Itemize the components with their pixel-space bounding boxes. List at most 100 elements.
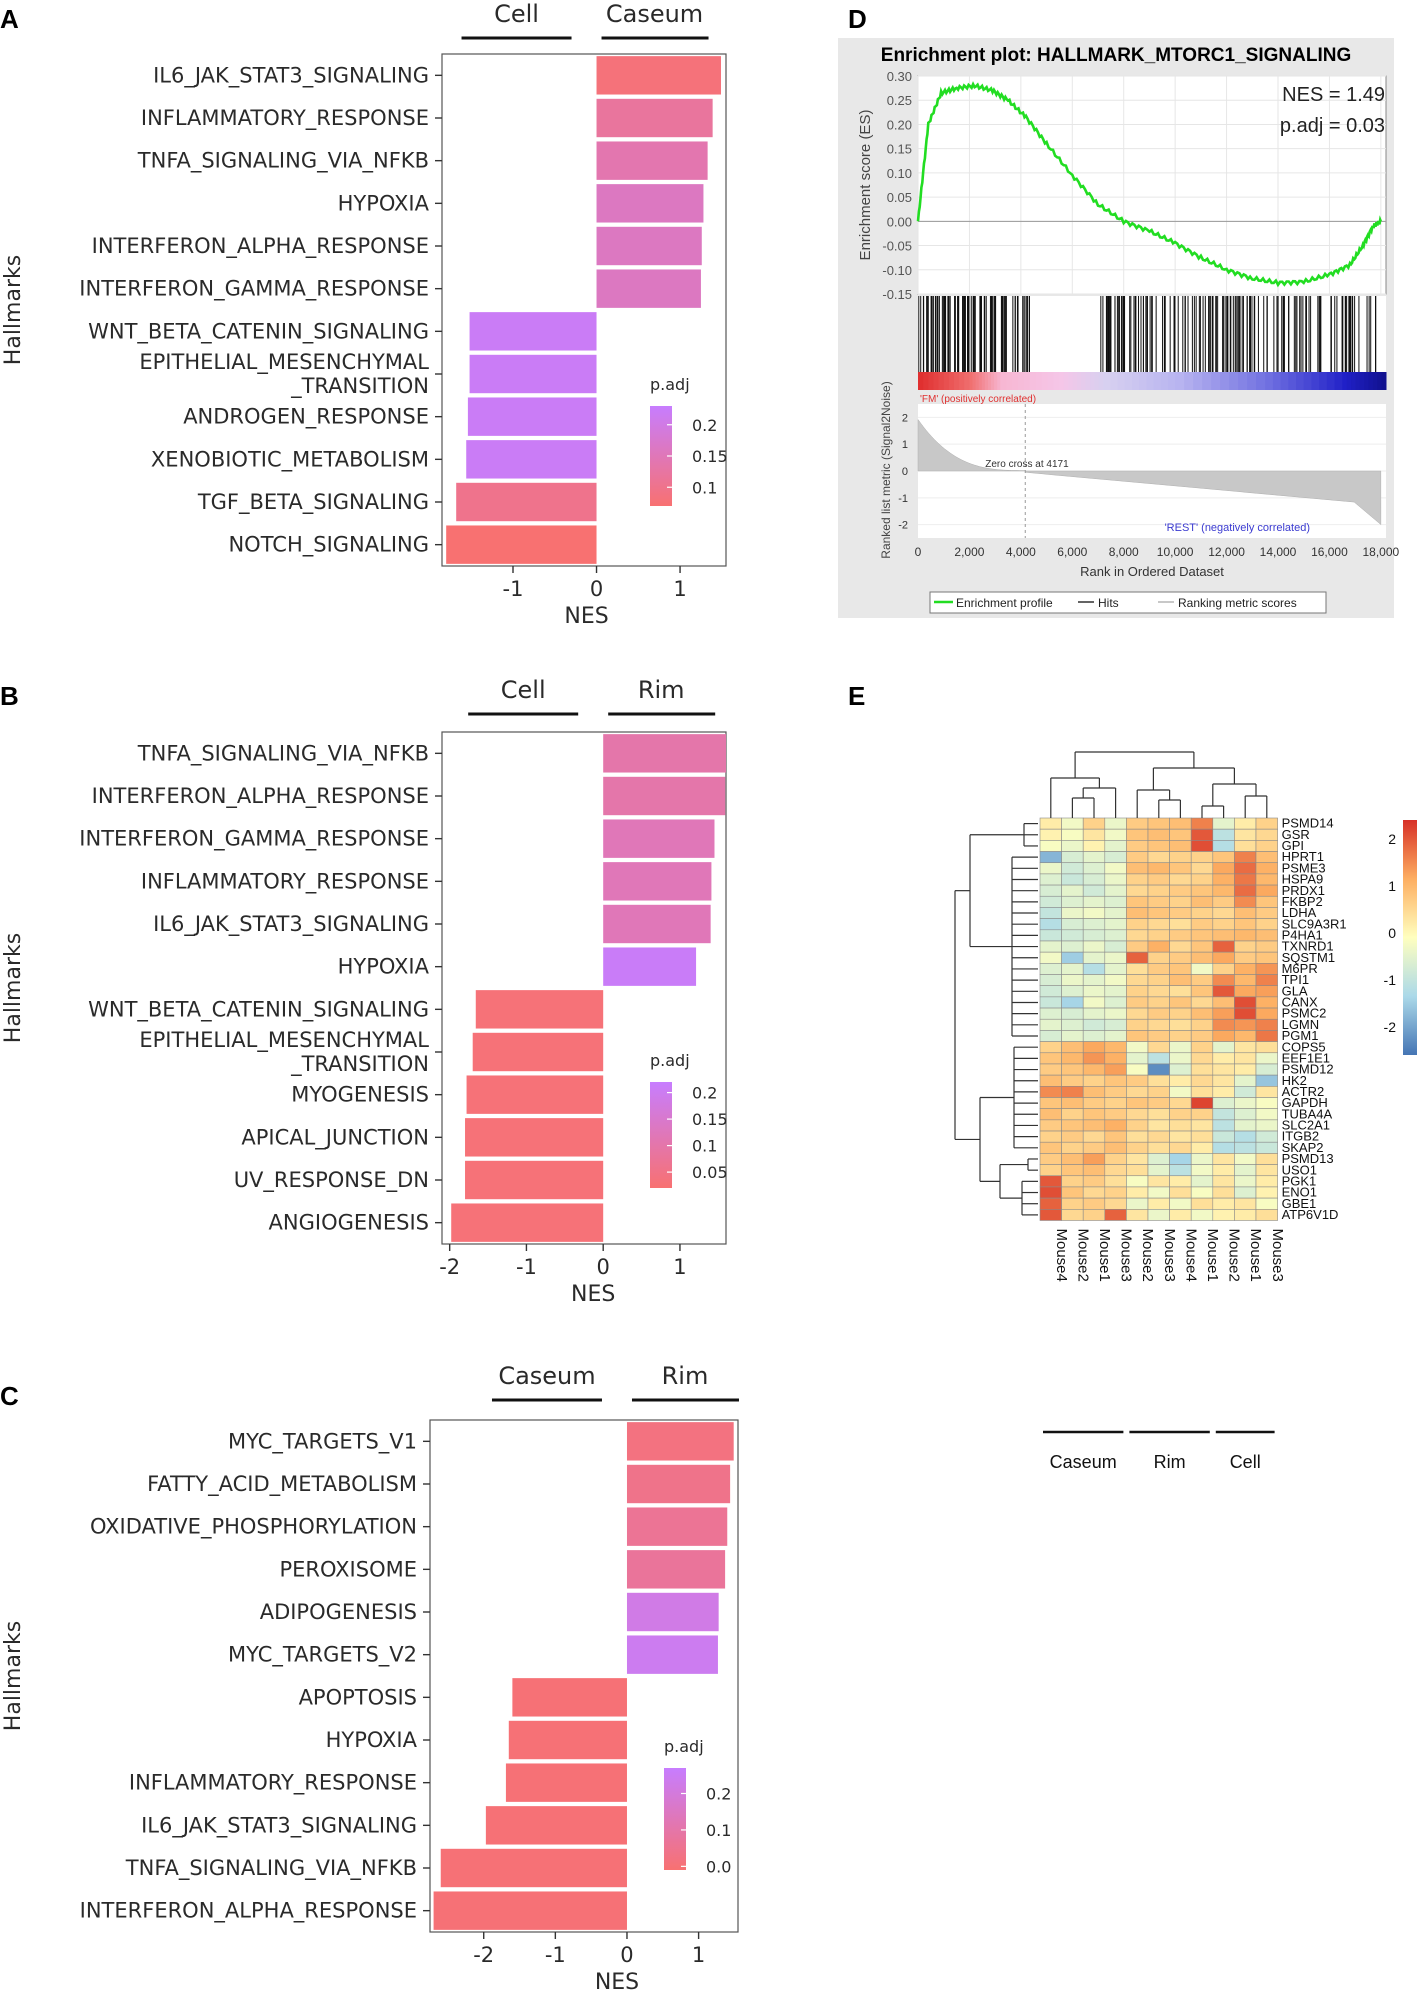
heatmap-cell	[1104, 1153, 1127, 1165]
rank-tick-label: 12,000	[1208, 545, 1245, 559]
rank-color-strip	[1265, 372, 1274, 390]
heatmap-cell	[1190, 895, 1214, 908]
heatmap-cell	[1147, 1153, 1170, 1165]
heatmap-cell	[1169, 1097, 1192, 1109]
heatmap-cell	[1212, 840, 1235, 852]
heatmap-cell	[1039, 1130, 1062, 1143]
gene-label: PSME3	[1282, 860, 1326, 875]
heatmap-cell	[1255, 985, 1278, 998]
heatmap-cell	[1104, 1175, 1127, 1188]
bar	[451, 1203, 604, 1242]
heatmap-cell	[1082, 1209, 1106, 1221]
heatmap-cell	[1104, 1041, 1127, 1054]
heatmap-cell	[1212, 1074, 1235, 1087]
heatmap-cell	[1104, 1108, 1127, 1121]
heatmap-cell	[1061, 1086, 1084, 1098]
rank-tick-label: 8,000	[1109, 545, 1139, 559]
rank-color-strip	[1006, 372, 1013, 390]
rank-color-strip	[1311, 372, 1320, 390]
heatmap-cell	[1190, 862, 1214, 875]
heatmap-cell	[1104, 1018, 1127, 1031]
heatmap-cell	[1212, 895, 1235, 908]
x-axis-title: NES	[564, 604, 608, 629]
heatmap-cell	[1126, 940, 1149, 953]
category-label: HYPOXIA	[326, 1728, 418, 1752]
heatmap-cell	[1255, 1041, 1278, 1054]
gene-label: GLA	[1282, 983, 1308, 998]
rank-color-strip	[987, 372, 992, 390]
rank-tick-label: 16,000	[1311, 545, 1348, 559]
heatmap-cell	[1082, 1197, 1106, 1210]
rank-color-strip	[948, 372, 955, 390]
heatmap-cell	[1234, 996, 1257, 1009]
rank-color-strip	[1139, 372, 1147, 390]
heatmap-cell	[1061, 1186, 1084, 1199]
rank-color-strip	[959, 372, 965, 390]
rank-color-strip	[1280, 372, 1289, 390]
bar	[433, 1891, 627, 1930]
gene-label: SKAP2	[1282, 1140, 1324, 1155]
heatmap-cell	[1255, 1209, 1278, 1221]
rank-tick-label: 6,000	[1057, 545, 1087, 559]
heatmap-cell	[1126, 985, 1149, 998]
heatmap-cell	[1190, 918, 1214, 931]
heatmap-cell	[1255, 1097, 1278, 1109]
heatmap-cell	[1126, 1097, 1149, 1109]
heatmap-cell	[1039, 1108, 1062, 1121]
heatmap-cell	[1082, 1052, 1106, 1065]
legend-title: p.adj	[664, 1737, 704, 1756]
bar	[626, 1422, 734, 1461]
rank-color-strip	[1303, 372, 1312, 390]
group-label-right: Rim	[638, 676, 685, 704]
heatmap-cell	[1212, 940, 1235, 953]
heatmap-cell	[1126, 1209, 1149, 1221]
category-label: WNT_BETA_CATENIN_SIGNALING	[88, 319, 429, 344]
rank-color-strip	[1296, 372, 1305, 390]
heatmap-cell	[1255, 873, 1278, 886]
heatmap-cell	[1061, 1108, 1084, 1121]
rank-color-strip	[1085, 372, 1091, 390]
heatmap-cell	[1104, 1052, 1127, 1065]
rank-color-strip	[1193, 372, 1203, 390]
x-tick-label: 0	[590, 577, 603, 601]
heatmap-cell	[1126, 1030, 1149, 1042]
group-label-right: Rim	[662, 1362, 709, 1390]
sample-label: Mouse2	[1074, 1228, 1091, 1281]
heatmap-cell	[1126, 996, 1149, 1009]
gene-label: TPI1	[1282, 972, 1309, 987]
rank-tick-label: 2,000	[954, 545, 984, 559]
rank-color-strip	[1103, 372, 1111, 390]
bar	[596, 98, 713, 138]
heatmap-cell	[1126, 907, 1149, 919]
category-label: XENOBIOTIC_METABOLISM	[151, 447, 429, 472]
bar	[485, 1806, 627, 1845]
legend-metric-label: Ranking metric scores	[1178, 596, 1297, 610]
heatmap-cell	[1082, 1186, 1106, 1199]
rank-color-strip	[1211, 372, 1221, 390]
legend-tick-label: 0.1	[692, 478, 717, 497]
heatmap-cell	[1039, 1186, 1062, 1199]
heatmap-cell	[1039, 907, 1062, 919]
heatmap-cell	[1147, 1197, 1170, 1210]
gene-label: GSR	[1282, 827, 1310, 842]
category-label: _TRANSITION	[290, 1052, 429, 1077]
heatmap-cell	[1147, 918, 1170, 931]
heatmap-cell	[1061, 1209, 1084, 1221]
heatmap-cell	[1169, 918, 1192, 931]
bar	[626, 1464, 731, 1504]
heatmap-cell	[1212, 828, 1235, 841]
heatmap-cell	[1147, 817, 1170, 830]
es-tick-label: -0.15	[882, 287, 912, 302]
heatmap-cell	[1169, 1197, 1192, 1210]
heatmap-cell	[1082, 851, 1106, 864]
rank-color-strip	[1076, 372, 1082, 390]
heatmap-cell	[1104, 828, 1127, 841]
gene-label: ITGB2	[1282, 1129, 1320, 1144]
gene-label: HSPA9	[1282, 872, 1324, 887]
heatmap-cell	[1212, 1164, 1235, 1177]
heatmap-cell	[1082, 1164, 1106, 1177]
heatmap-cell	[1234, 884, 1257, 897]
heatmap-cell	[1190, 1164, 1214, 1177]
heatmap-cell	[1190, 1041, 1214, 1054]
